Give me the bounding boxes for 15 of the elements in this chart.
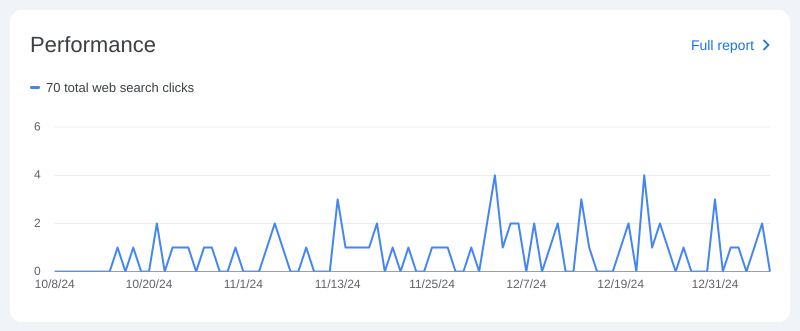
text: Full report <box>690 37 754 53</box>
y-tick-label: 6 <box>34 120 41 134</box>
x-tick-label: 12/31/24 <box>692 277 739 292</box>
x-tick-label: 12/19/24 <box>597 277 644 292</box>
chart-title: Performance <box>30 32 156 58</box>
x-tick-label: 11/1/24 <box>224 277 264 292</box>
x-tick-label: 10/8/24 <box>34 277 76 292</box>
x-tick-label: 10/20/24 <box>126 277 173 292</box>
y-tick-label: 2 <box>34 216 41 230</box>
x-tick-label: 11/13/24 <box>314 277 361 292</box>
x-tick-label: 12/7/24 <box>506 277 547 292</box>
y-tick-label: 4 <box>34 168 41 182</box>
legend-label: 70 total web search clicks <box>46 80 194 95</box>
x-tick-label: 11/25/24 <box>409 277 456 292</box>
y-tick-label: 0 <box>34 264 41 278</box>
